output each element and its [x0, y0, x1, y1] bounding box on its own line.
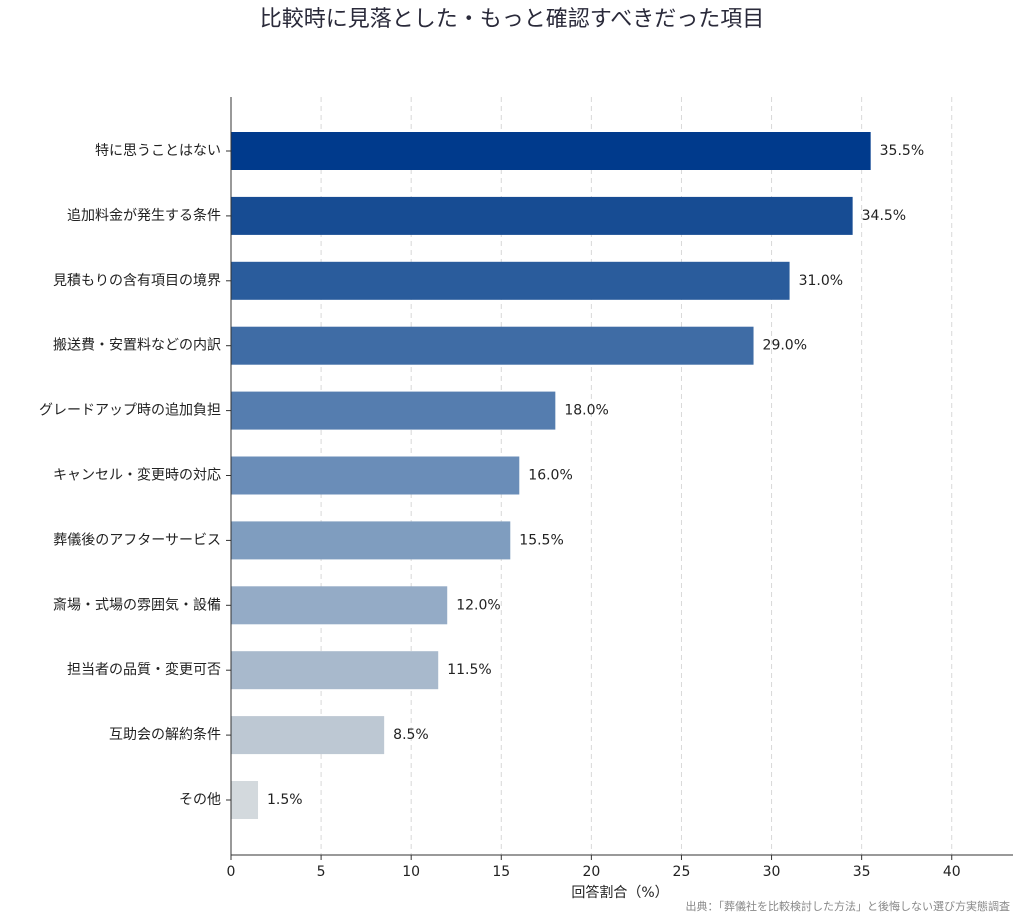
value-label: 11.5%: [447, 662, 491, 678]
x-axis-label: 回答割合（%）: [571, 884, 668, 901]
bar: [231, 456, 520, 495]
x-tick-label: 35: [853, 864, 871, 880]
x-tick-label: 15: [492, 864, 510, 880]
x-tick-label: 5: [317, 864, 326, 880]
y-tick-label: 特に思うことはない: [95, 143, 221, 159]
chart-title: 比較時に見落とした・もっと確認すべきだった項目: [260, 7, 764, 32]
y-tick-label: その他: [179, 792, 221, 808]
y-tick-label: 見積もりの含有項目の境界: [53, 273, 221, 289]
x-tick-label: 40: [943, 864, 961, 880]
value-label: 18.0%: [564, 403, 608, 419]
y-tick-label: 互助会の解約条件: [109, 726, 221, 743]
bar: [231, 261, 790, 300]
y-tick-label: 搬送費・安置料などの内訳: [53, 338, 221, 354]
bar: [231, 521, 511, 560]
bar: [231, 196, 853, 235]
y-tick-label: キャンセル・変更時の対応: [53, 467, 221, 484]
x-tick-label: 10: [402, 864, 420, 880]
bar: [231, 781, 259, 819]
value-label: 31.0%: [799, 273, 843, 289]
value-label: 29.0%: [763, 338, 807, 354]
x-tick-label: 25: [673, 864, 691, 880]
y-tick-label: 追加料金が発生する条件: [67, 207, 221, 224]
y-tick-label: 担当者の品質・変更可否: [67, 661, 221, 678]
source-note: 出典：「葬儀社を比較検討した方法」と後悔しない選び方実態調査: [686, 899, 1011, 913]
bar: [231, 586, 448, 625]
x-tick-label: 20: [582, 864, 600, 880]
y-tick-label: グレードアップ時の追加負担: [39, 403, 221, 419]
y-tick-label: 斎場・式場の雰囲気・設備: [53, 596, 221, 613]
value-label: 15.5%: [519, 532, 563, 548]
y-tick-label: 葬儀後のアフターサービス: [53, 532, 221, 548]
x-tick-label: 0: [227, 864, 236, 880]
value-label: 1.5%: [267, 792, 303, 808]
value-label: 35.5%: [880, 143, 924, 159]
bar: [231, 651, 439, 690]
value-label: 8.5%: [393, 727, 429, 743]
bar: [231, 132, 871, 170]
bar: [231, 716, 385, 755]
bar: [231, 391, 556, 430]
value-label: 34.5%: [862, 208, 906, 224]
value-label: 12.0%: [456, 597, 500, 613]
bar: [231, 326, 754, 365]
value-label: 16.0%: [528, 468, 572, 484]
x-tick-label: 30: [763, 864, 781, 880]
